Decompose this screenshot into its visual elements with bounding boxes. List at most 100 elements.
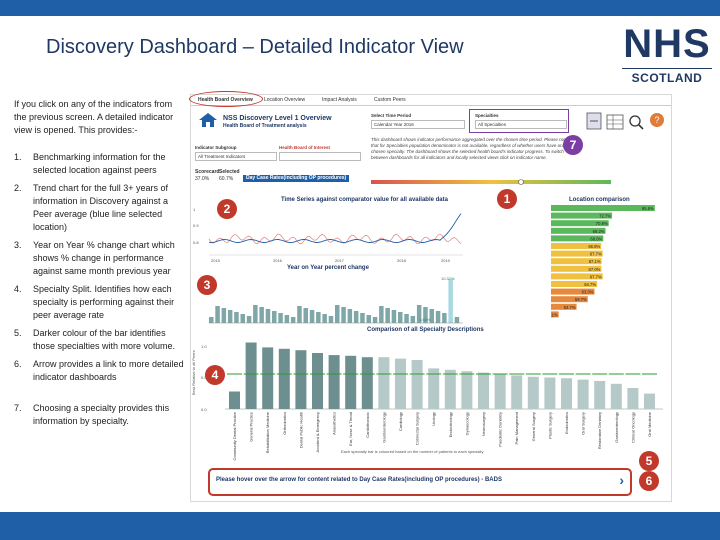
location-value-label: 63.3% (582, 290, 594, 295)
callout-badge: 2 (217, 199, 237, 219)
magnify-icon[interactable] (629, 115, 644, 130)
specialty-bar (395, 358, 406, 409)
tab-impact-analysis[interactable]: Impact Analysis (322, 97, 357, 103)
specialty-label: Cardiology (398, 412, 403, 431)
nhs-scotland-logo: NHS SCOTLAND (622, 24, 712, 94)
specialty-bar (594, 381, 606, 409)
specialty-label: Endocrinology (448, 412, 453, 437)
specialty-bar (527, 376, 539, 409)
specialty-label: Urology (431, 412, 436, 426)
specialty-bar (610, 383, 622, 409)
yoy-bar (309, 310, 315, 323)
trend-x-tick: 2016 (273, 258, 282, 263)
list-item: 3. Year on Year % change chart which show… (14, 240, 175, 276)
time-period-select[interactable]: Calendar Year 2016 (371, 120, 465, 129)
specialty-bar (328, 355, 340, 409)
specialty-label: Community Dental Practice (232, 411, 237, 460)
specialties-select[interactable]: All Specialties (475, 120, 567, 129)
health-board-label: Health Board of Interest (279, 145, 331, 150)
specialty-label: Plastic Surgery (547, 412, 552, 439)
dashboard-description: This dashboard shows indicator performan… (371, 137, 568, 160)
location-bar (551, 265, 602, 272)
location-chart-title: Location comparison (569, 197, 630, 203)
logo-sub: SCOTLAND (622, 68, 712, 85)
table-icon[interactable] (606, 114, 624, 130)
yoy-bar (265, 309, 271, 323)
yoy-bar (290, 317, 296, 323)
yoy-bar (366, 315, 371, 323)
score-value-a: 37.0% (195, 176, 210, 182)
location-bar (551, 273, 603, 280)
drilldown-link-bar[interactable]: Please hover over the arrow for content … (208, 468, 632, 496)
specialty-label: Cardiothoracic (365, 412, 370, 438)
specialty-y-tick: 0.0 (201, 407, 207, 412)
selected-label: Selected (219, 169, 240, 175)
yoy-bar (379, 306, 384, 323)
trend-x-tick: 2017 (335, 258, 344, 263)
health-board-select[interactable] (279, 152, 361, 161)
location-bar (551, 212, 613, 219)
yoy-bar (435, 311, 441, 323)
location-bar (551, 258, 602, 265)
arrow-right-icon[interactable]: › (619, 472, 624, 488)
specialty-bar (295, 350, 307, 409)
yoy-bar (410, 316, 416, 323)
location-bar (551, 243, 602, 249)
specialty-bar (561, 378, 572, 409)
callout-badge: 3 (197, 275, 217, 295)
specialty-label: Oral Medicine (647, 411, 652, 436)
list-item: 2. Trend chart for the full 3+ years of i… (14, 183, 169, 232)
drilldown-text: Please hover over the arrow for content … (216, 477, 502, 483)
yoy-bar (234, 312, 239, 323)
specialty-bar (494, 374, 506, 409)
specialty-bar (444, 369, 456, 409)
specialty-bar (411, 360, 423, 409)
specialty-label: Clinical Oncology (630, 412, 635, 443)
specialty-label: Orthodontics (282, 412, 287, 435)
indicator-link[interactable]: Day Case Rates(including OP procedures) (243, 175, 350, 182)
location-value-label: 69.2% (593, 229, 605, 234)
specialty-label: Oral Surgery (581, 412, 586, 435)
specialty-label: Endodontics (564, 412, 569, 434)
tab-location-overview[interactable]: Location Overview (264, 97, 306, 103)
intro-text: If you click on any of the indicators fr… (14, 99, 174, 135)
specialty-label: Dental Public Health (298, 412, 303, 448)
feature-list: 1. Benchmarking information for the selec… (14, 151, 186, 428)
yoy-bar (221, 308, 227, 323)
location-value-label: 67.7% (590, 274, 602, 279)
tab-highlight (189, 91, 263, 107)
specialty-y-tick: 0.5 (201, 375, 207, 380)
specialty-bar (478, 372, 489, 409)
specialty-bar (511, 375, 523, 409)
yoy-bar (240, 314, 245, 323)
tab-custom-peers[interactable]: Custom Peers (374, 97, 406, 103)
yoy-bar (227, 310, 233, 323)
trend-x-tick: 2019 (441, 258, 450, 263)
callout-badge: 7 (563, 135, 583, 155)
indicator-subgroup-select[interactable]: All Treatment Indicators (195, 152, 277, 161)
help-icon[interactable]: ? (650, 113, 664, 127)
specialty-label: Ear, Nose & Throat (348, 411, 353, 446)
svg-text:?: ? (654, 115, 659, 125)
yoy-bar (398, 312, 403, 323)
yoy-bar (272, 311, 277, 323)
specialty-bar (544, 377, 556, 409)
callout-badge: 5 (639, 451, 659, 471)
yoy-bar (404, 314, 409, 323)
location-value-label: 95.6% (642, 206, 654, 211)
time-period-label: Select Time Period (371, 113, 412, 118)
yoy-chart-title: Year on Year percent change (287, 265, 369, 271)
callout-badge: 4 (205, 365, 225, 385)
yoy-bar (416, 305, 422, 323)
trend-x-tick: 2018 (397, 258, 406, 263)
home-icon[interactable] (199, 113, 217, 127)
yoy-bar (278, 313, 283, 323)
specialty-label: Rehabilitation Medicine (265, 411, 270, 453)
list-item: 7. Choosing a specialty provides this inf… (14, 403, 170, 426)
yoy-bar (347, 309, 353, 323)
yoy-bar (303, 308, 308, 323)
indicator-subgroup-label: Indicator Subgroup (195, 145, 237, 150)
specialty-label: Colorectal Surgery (415, 412, 420, 445)
export-icon[interactable] (586, 112, 602, 130)
location-value-label: 59.7% (575, 297, 587, 302)
